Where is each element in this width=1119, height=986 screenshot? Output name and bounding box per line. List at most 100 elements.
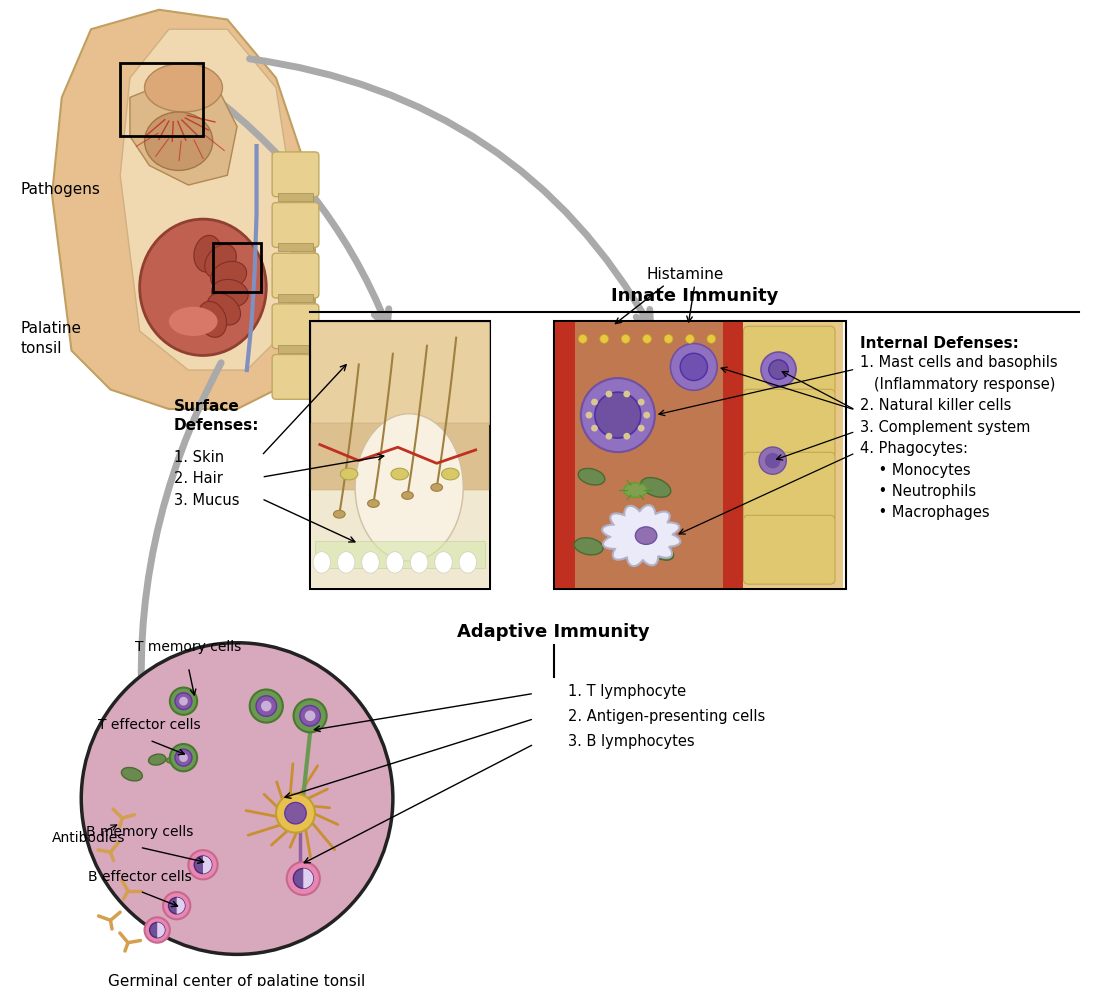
Text: 2. Antigen-presenting cells: 2. Antigen-presenting cells (568, 709, 765, 724)
Circle shape (175, 749, 192, 766)
Ellipse shape (623, 483, 647, 497)
Ellipse shape (579, 468, 605, 485)
Circle shape (680, 353, 707, 381)
Bar (314, 541, 486, 568)
Bar (278, 294, 313, 302)
Circle shape (82, 643, 393, 954)
FancyBboxPatch shape (743, 326, 835, 395)
Text: 2. Hair: 2. Hair (173, 471, 223, 486)
Polygon shape (53, 10, 314, 409)
Circle shape (250, 689, 283, 723)
Ellipse shape (391, 468, 408, 480)
Ellipse shape (650, 543, 674, 560)
Circle shape (581, 378, 655, 453)
Wedge shape (203, 856, 211, 874)
Circle shape (261, 701, 272, 711)
Circle shape (595, 392, 641, 438)
Text: 3. B lymphocytes: 3. B lymphocytes (568, 735, 695, 749)
Circle shape (256, 696, 276, 716)
Circle shape (293, 869, 313, 888)
Ellipse shape (149, 754, 166, 765)
Text: (Inflammatory response): (Inflammatory response) (861, 377, 1055, 391)
Text: 4. Phagocytes:: 4. Phagocytes: (861, 441, 968, 457)
Circle shape (144, 917, 170, 943)
Circle shape (579, 334, 587, 343)
Circle shape (769, 360, 788, 380)
Text: Internal Defenses:: Internal Defenses: (861, 336, 1019, 351)
Circle shape (623, 390, 630, 397)
Circle shape (188, 850, 217, 880)
Text: • Monocytes: • Monocytes (861, 462, 971, 477)
Ellipse shape (167, 757, 176, 763)
Polygon shape (130, 78, 237, 185)
Bar (743, 322, 843, 589)
FancyBboxPatch shape (272, 253, 319, 298)
Circle shape (591, 398, 598, 405)
Circle shape (284, 803, 307, 824)
Circle shape (621, 334, 630, 343)
Text: 3. Complement system: 3. Complement system (861, 420, 1031, 435)
Ellipse shape (431, 483, 442, 491)
Bar (278, 244, 313, 251)
Text: Innate Immunity: Innate Immunity (611, 287, 779, 305)
Circle shape (293, 699, 327, 733)
Ellipse shape (122, 767, 142, 781)
Ellipse shape (367, 500, 379, 508)
Circle shape (600, 334, 609, 343)
Circle shape (761, 352, 796, 387)
Wedge shape (157, 923, 164, 938)
Bar (278, 345, 313, 353)
Circle shape (591, 425, 598, 432)
Ellipse shape (442, 468, 459, 480)
Ellipse shape (194, 236, 222, 272)
Circle shape (759, 447, 787, 474)
Text: Germinal center of palatine tonsil: Germinal center of palatine tonsil (109, 974, 366, 986)
Circle shape (638, 398, 645, 405)
Circle shape (163, 892, 190, 919)
Ellipse shape (210, 261, 246, 290)
Text: • Macrophages: • Macrophages (861, 506, 990, 521)
Circle shape (170, 687, 197, 715)
Text: Antibodies: Antibodies (53, 830, 125, 845)
Text: Adaptive Immunity: Adaptive Immunity (458, 623, 650, 641)
Polygon shape (602, 505, 680, 566)
Ellipse shape (140, 219, 266, 356)
Bar (311, 322, 489, 589)
Text: 3. Mucus: 3. Mucus (173, 493, 239, 508)
Circle shape (179, 697, 188, 706)
Circle shape (179, 753, 188, 762)
Ellipse shape (144, 63, 223, 112)
Circle shape (642, 334, 651, 343)
Ellipse shape (337, 552, 355, 573)
Ellipse shape (198, 302, 226, 337)
Circle shape (686, 334, 694, 343)
Circle shape (638, 425, 645, 432)
Bar (311, 322, 489, 424)
Circle shape (304, 711, 316, 721)
Ellipse shape (402, 492, 413, 499)
Text: 2. Natural killer cells: 2. Natural killer cells (861, 398, 1012, 413)
Bar (278, 193, 313, 200)
Ellipse shape (144, 112, 213, 171)
FancyBboxPatch shape (743, 516, 835, 584)
Circle shape (195, 856, 211, 874)
Ellipse shape (333, 511, 345, 518)
Text: Surface
Defenses:: Surface Defenses: (173, 399, 260, 433)
Circle shape (175, 693, 192, 710)
Ellipse shape (205, 245, 236, 278)
Text: Histamine: Histamine (647, 267, 724, 282)
FancyBboxPatch shape (272, 355, 319, 399)
Text: Pathogens: Pathogens (21, 182, 101, 197)
Wedge shape (303, 869, 313, 888)
Circle shape (605, 390, 612, 397)
Text: 1. T lymphocyte: 1. T lymphocyte (568, 683, 686, 699)
Bar (555, 322, 575, 589)
Text: 1. Skin: 1. Skin (173, 450, 224, 465)
FancyBboxPatch shape (272, 152, 319, 197)
Ellipse shape (361, 552, 379, 573)
Circle shape (585, 412, 592, 418)
Ellipse shape (211, 279, 248, 307)
Bar (554, 321, 846, 590)
Ellipse shape (636, 527, 657, 544)
Ellipse shape (207, 294, 241, 325)
